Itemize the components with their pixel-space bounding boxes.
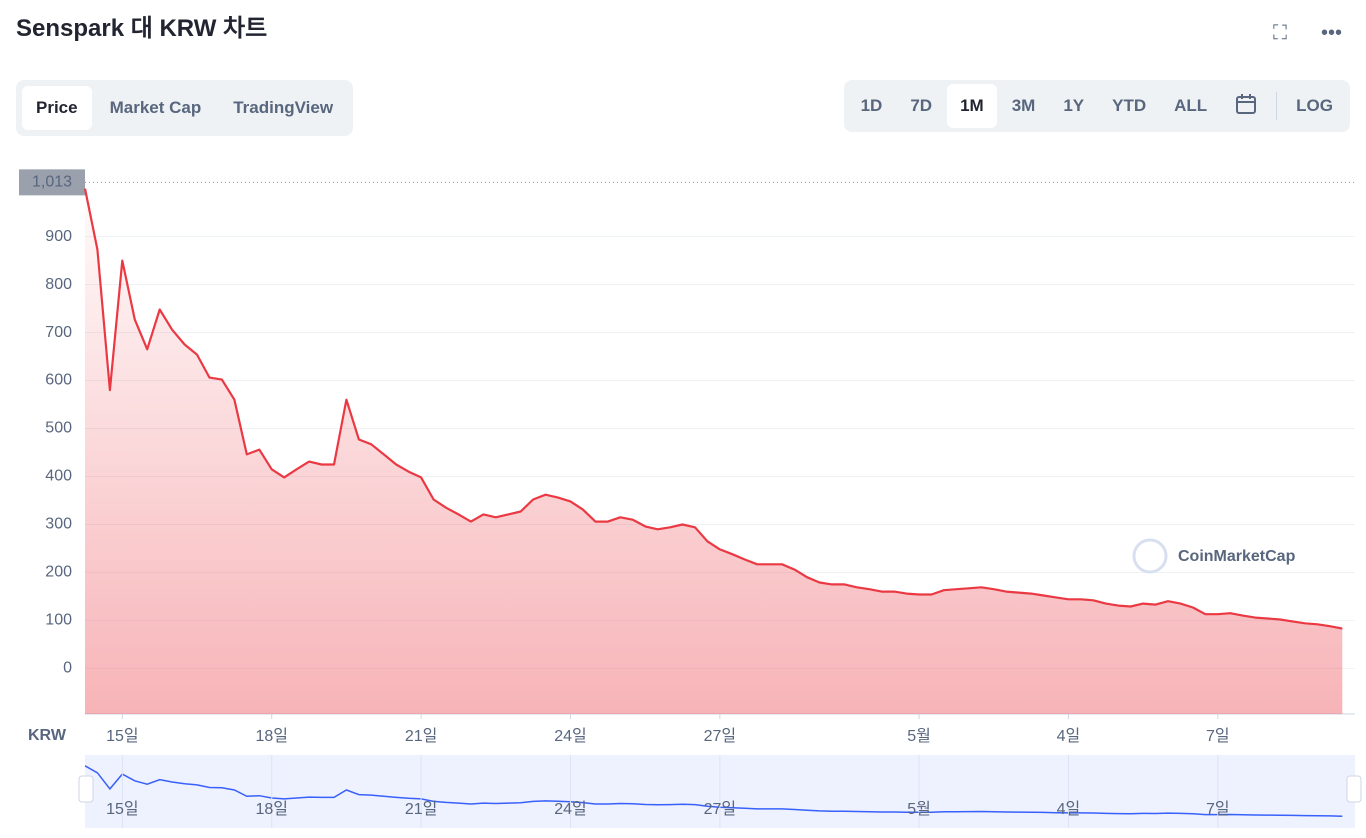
range-button[interactable]: 1Y bbox=[1063, 96, 1085, 115]
y-tick-label: 100 bbox=[45, 612, 72, 629]
x-tick-label: 15일 bbox=[106, 727, 139, 745]
x-tick-label: 27일 bbox=[704, 727, 737, 745]
range-button[interactable]: 1D bbox=[860, 96, 883, 115]
y-tick-label: 600 bbox=[45, 372, 72, 389]
navigator-handle[interactable] bbox=[78, 775, 94, 803]
range-button[interactable]: 7D bbox=[910, 96, 933, 115]
y-tick-label: 400 bbox=[45, 468, 72, 485]
watermark: CoinMarketCap bbox=[1178, 548, 1296, 565]
x-tick-label: 21일 bbox=[405, 727, 438, 745]
title: Senspark 대 KRW 차트 bbox=[16, 15, 268, 42]
range-button[interactable]: 3M bbox=[1011, 96, 1036, 115]
navigator-label: 24일 bbox=[554, 800, 587, 818]
range-button[interactable]: 1M bbox=[947, 84, 997, 128]
fullscreen-icon[interactable]: ⛶ bbox=[1272, 22, 1287, 44]
navigator-label: 15일 bbox=[106, 800, 139, 818]
navigator-label: 18일 bbox=[255, 800, 288, 818]
tab[interactable]: Price bbox=[22, 86, 92, 130]
navigator-label: 21일 bbox=[405, 800, 438, 818]
y-tick-label: 700 bbox=[45, 324, 72, 341]
separator bbox=[1276, 92, 1278, 120]
watermark-logo bbox=[1132, 538, 1168, 574]
navigator-label: 27일 bbox=[704, 800, 737, 818]
y-tick-label: 500 bbox=[45, 420, 72, 437]
y-tick-label: 900 bbox=[45, 228, 72, 245]
tab[interactable]: Market Cap bbox=[109, 98, 202, 117]
x-tick-label: 4일 bbox=[1057, 727, 1081, 745]
x-tick-label: 5월 bbox=[907, 727, 931, 745]
x-tick-label: 18일 bbox=[255, 727, 288, 745]
axis-unit: KRW bbox=[28, 727, 67, 744]
area bbox=[85, 188, 1343, 715]
more-icon[interactable]: ••• bbox=[1320, 22, 1342, 44]
navigator-label: 7일 bbox=[1206, 800, 1230, 818]
range-selector: 1D 7D 1M 3M 1Y YTD ALL LOG bbox=[843, 80, 1350, 132]
price-marker-label: 1,013 bbox=[32, 174, 72, 191]
navigator-label: 5월 bbox=[907, 800, 931, 818]
x-tick-label: 7일 bbox=[1206, 727, 1230, 745]
navigator-line bbox=[84, 765, 1343, 817]
tabs: Price Market Cap TradingView bbox=[16, 80, 354, 136]
price-line bbox=[83, 188, 1343, 630]
calendar-icon bbox=[1236, 93, 1257, 114]
toolbar-icons: ⛶ ••• bbox=[1273, 22, 1342, 45]
log-button[interactable]: LOG bbox=[1296, 96, 1333, 115]
navigator-handle[interactable] bbox=[1346, 775, 1362, 803]
tab[interactable]: TradingView bbox=[233, 98, 334, 117]
y-tick-label: 800 bbox=[45, 276, 72, 293]
y-tick-label: 300 bbox=[45, 516, 72, 533]
y-tick-label: 200 bbox=[45, 564, 72, 581]
price-marker-box bbox=[19, 169, 85, 196]
x-tick-label: 24일 bbox=[554, 727, 587, 745]
navigator-bg bbox=[85, 755, 1355, 828]
y-tick-label: 0 bbox=[63, 660, 72, 677]
range-button[interactable]: ALL bbox=[1174, 96, 1208, 115]
calendar-button[interactable] bbox=[1222, 81, 1270, 132]
navigator-label: 4일 bbox=[1057, 800, 1081, 818]
range-button[interactable]: YTD bbox=[1112, 96, 1147, 115]
